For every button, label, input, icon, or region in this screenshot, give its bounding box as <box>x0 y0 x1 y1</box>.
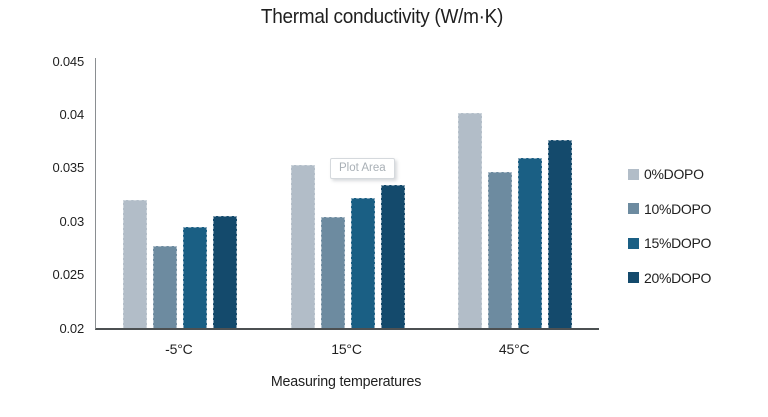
legend-item-20%DOPO[interactable]: 20%DOPO <box>628 269 712 286</box>
bar-0%DOPO-45°C[interactable] <box>458 113 483 328</box>
legend-label: 15%DOPO <box>644 235 712 251</box>
bar-15%DOPO-15°C[interactable] <box>350 197 375 328</box>
legend: 0%DOPO 10%DOPO 15%DOPO 20%DOPO <box>628 166 712 305</box>
bar-10%DOPO-45°C[interactable] <box>488 172 513 328</box>
x-axis-title[interactable]: Measuring temperatures <box>270 373 422 390</box>
legend-swatch-icon <box>628 272 639 283</box>
x-tick-label: 45°C <box>498 341 530 357</box>
legend-swatch-icon <box>628 203 639 214</box>
y-tick-label: 0.03 <box>59 213 84 229</box>
bar-20%DOPO-45°C[interactable] <box>548 140 573 328</box>
bar-10%DOPO-15°C[interactable] <box>320 216 345 328</box>
y-tick-label: 0.045 <box>52 53 84 69</box>
legend-swatch-icon <box>628 237 639 249</box>
legend-item-0%DOPO[interactable]: 0%DOPO <box>628 166 711 182</box>
legend-swatch-icon <box>628 168 639 180</box>
plot-area[interactable] <box>95 58 599 330</box>
x-tick-label: -5°C <box>165 341 193 357</box>
bar-0%DOPO--5°C[interactable] <box>122 199 147 328</box>
legend-item-15%DOPO[interactable]: 15%DOPO <box>628 235 712 251</box>
y-tick-label: 0.04 <box>59 106 84 122</box>
plot-area-tooltip: Plot Area <box>330 158 395 179</box>
legend-label: 20%DOPO <box>644 269 712 286</box>
bar-15%DOPO--5°C[interactable] <box>182 226 207 328</box>
legend-label: 10%DOPO <box>644 200 712 217</box>
x-tick-label: 15°C <box>331 341 362 357</box>
legend-label: 0%DOPO <box>644 166 704 182</box>
y-tick-label: 0.025 <box>52 267 84 283</box>
bar-0%DOPO-15°C[interactable] <box>290 164 315 328</box>
legend-item-10%DOPO[interactable]: 10%DOPO <box>628 200 712 217</box>
chart-title[interactable]: Thermal conductivity (W/m·K) <box>260 6 504 28</box>
bar-10%DOPO--5°C[interactable] <box>152 245 177 328</box>
y-tick-label: 0.035 <box>52 160 84 176</box>
bar-20%DOPO-15°C[interactable] <box>380 184 405 328</box>
bar-20%DOPO--5°C[interactable] <box>212 215 237 328</box>
bar-15%DOPO-45°C[interactable] <box>518 158 543 328</box>
y-tick-label: 0.02 <box>59 320 84 336</box>
